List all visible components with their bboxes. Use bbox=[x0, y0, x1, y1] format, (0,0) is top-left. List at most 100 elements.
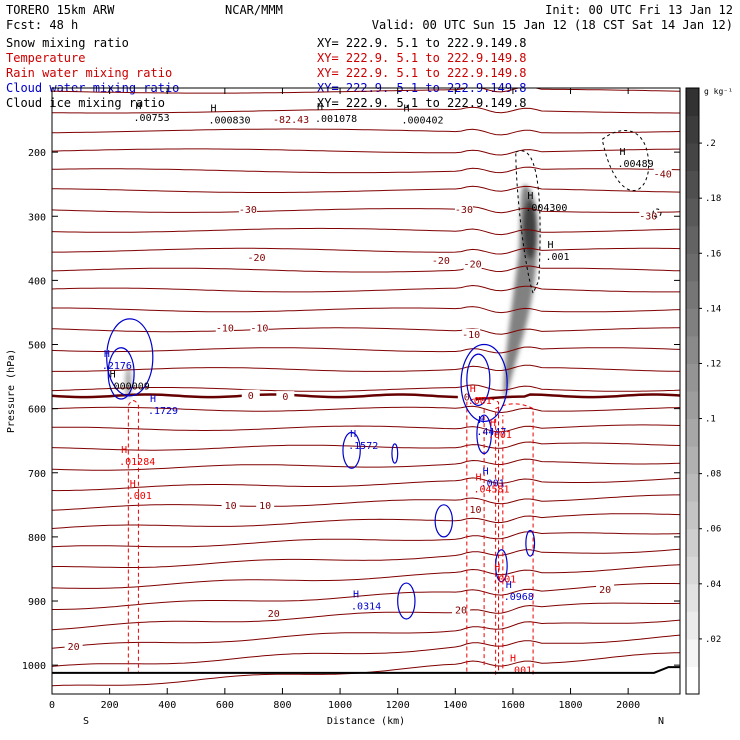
colorbar-tick-label: .02 bbox=[705, 635, 721, 645]
colorbar-tick-label: .18 bbox=[705, 194, 721, 204]
isotherm-line bbox=[52, 494, 680, 511]
cloud-ice-max: .000402 bbox=[401, 115, 443, 126]
label-bg bbox=[596, 584, 615, 596]
field-name: Temperature bbox=[6, 51, 85, 65]
x-tick-label: 600 bbox=[216, 700, 234, 711]
colorbar-cell bbox=[686, 198, 699, 227]
label-bg bbox=[241, 389, 260, 401]
label-bg bbox=[466, 503, 485, 515]
cloud-ice-max-h: H bbox=[317, 102, 323, 113]
isotherm-line bbox=[52, 206, 680, 214]
cloud-water-cell bbox=[434, 504, 454, 538]
isotherm-line bbox=[52, 583, 680, 610]
freezing-line bbox=[52, 393, 680, 401]
model-title: TORERO 15km ARW bbox=[6, 3, 115, 17]
cloud-water-max: .4447 bbox=[476, 427, 506, 438]
temperature-label: 10 bbox=[259, 501, 271, 512]
colorbar-cell bbox=[686, 666, 699, 695]
temperature-isotherms bbox=[52, 88, 680, 687]
temperature-label: -10 bbox=[462, 330, 480, 341]
y-tick-label: 800 bbox=[28, 533, 46, 544]
colorbar-cell bbox=[686, 418, 699, 447]
y-tick-label: 300 bbox=[28, 212, 46, 223]
label-bg bbox=[256, 500, 275, 512]
rain-max-h: H bbox=[121, 445, 127, 456]
isotherm-line bbox=[52, 88, 680, 94]
snow-core bbox=[523, 199, 538, 260]
temperature-label: 20 bbox=[68, 642, 80, 653]
isotherm-line bbox=[52, 346, 680, 354]
cloud-ice-cell bbox=[601, 129, 649, 191]
org-title: NCAR/MMM bbox=[225, 3, 283, 17]
cloud-water-cell bbox=[106, 318, 154, 397]
isotherm-line bbox=[52, 306, 680, 314]
label-bg bbox=[457, 391, 476, 403]
rain-max: .001 bbox=[468, 396, 492, 407]
x-tick-label: 1800 bbox=[558, 700, 582, 711]
isotherm-line bbox=[52, 327, 680, 335]
isotherm-line bbox=[52, 227, 680, 236]
rain-max: .04581 bbox=[473, 485, 509, 496]
cloud-water-cell bbox=[460, 343, 508, 423]
label-bg bbox=[639, 210, 658, 222]
x-tick-label: 0 bbox=[49, 700, 55, 711]
x-tick-label: 1000 bbox=[328, 700, 352, 711]
x-tick-label: 1600 bbox=[501, 700, 525, 711]
field-xy: XY= 222.9. 5.1 to 222.9.149.8 bbox=[317, 66, 527, 80]
isotherm-line bbox=[52, 548, 680, 568]
cloud-water-max-h: H bbox=[104, 349, 110, 360]
cloud-water-cell bbox=[525, 529, 536, 557]
colorbar-tick-label: .08 bbox=[705, 470, 721, 480]
snow-shading bbox=[125, 184, 538, 400]
isotherm-line bbox=[52, 185, 680, 193]
isotherm-line bbox=[52, 405, 680, 414]
colorbar-cell bbox=[686, 528, 699, 557]
colorbar-cell bbox=[686, 501, 699, 530]
isotherm-line bbox=[52, 166, 680, 174]
cloud-ice-cell bbox=[652, 208, 662, 218]
label-bg bbox=[221, 500, 240, 512]
y-tick-label: 400 bbox=[28, 276, 46, 287]
temperature-label: -20 bbox=[464, 259, 482, 270]
cloud-ice-max-h: H bbox=[110, 369, 116, 380]
cloud-water-cell bbox=[391, 443, 399, 464]
isotherm-line bbox=[52, 634, 680, 667]
terrain-surface bbox=[52, 666, 680, 674]
temperature-label: -82.43 bbox=[273, 115, 309, 126]
colorbar-unit: g kg⁻¹ bbox=[704, 87, 733, 96]
x-tick-label: 200 bbox=[101, 700, 119, 711]
cloud-ice-max: .001078 bbox=[315, 114, 357, 125]
colorbar-cell bbox=[686, 170, 699, 199]
rain-max-h: H bbox=[475, 473, 481, 484]
isotherm-line bbox=[52, 619, 680, 649]
temperature-label: -30 bbox=[639, 211, 657, 222]
isotherm-line bbox=[52, 364, 680, 372]
isotherm-line bbox=[52, 384, 680, 392]
colorbar-cell bbox=[686, 115, 699, 144]
axes: 0 200 400 600 800 1000 1200 1400 1600 1800 2000200… bbox=[22, 88, 680, 711]
label-bg bbox=[64, 641, 83, 653]
colorbar-cell bbox=[686, 253, 699, 282]
isotherm-line bbox=[52, 265, 680, 273]
cloud-ice-max-h: H bbox=[403, 103, 409, 114]
colorbar-cell bbox=[686, 611, 699, 640]
cloud-water-max-h: H bbox=[483, 466, 489, 477]
rain-column bbox=[466, 396, 500, 672]
cloud-ice-contours bbox=[515, 129, 662, 295]
colorbar-tick-label: .1 bbox=[705, 415, 716, 425]
x-axis-label: Distance (km) bbox=[327, 716, 405, 727]
label-bg bbox=[462, 328, 481, 340]
temperature-label: -10 bbox=[216, 323, 234, 334]
y-tick-label: 1000 bbox=[22, 661, 46, 672]
label-bg bbox=[431, 255, 450, 267]
isotherm-line bbox=[52, 284, 680, 293]
temperature-label: 20 bbox=[455, 606, 467, 617]
y-tick-label: 700 bbox=[28, 469, 46, 480]
x-label-north: N bbox=[658, 716, 664, 727]
cloud-water-max-h: H bbox=[353, 589, 359, 600]
x-tick-label: 400 bbox=[158, 700, 176, 711]
colorbar-cell bbox=[686, 638, 699, 667]
cloud-water-cell bbox=[107, 347, 135, 400]
isotherm-line bbox=[52, 441, 680, 451]
